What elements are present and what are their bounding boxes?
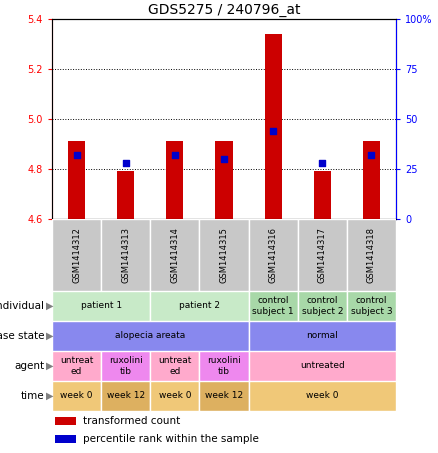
Text: week 0: week 0 [159,391,191,400]
Bar [249,321,396,351]
Bar [150,219,199,291]
Text: week 0: week 0 [306,391,339,400]
Text: ▶: ▶ [46,391,53,401]
Text: time: time [21,391,44,401]
Text: ▶: ▶ [46,331,53,341]
Bar [199,381,249,411]
Point [319,159,326,167]
Bar [265,34,282,219]
Text: percentile rank within the sample: percentile rank within the sample [83,434,259,444]
Bar [249,381,396,411]
Bar [150,351,199,381]
Text: GSM1414312: GSM1414312 [72,227,81,283]
Bar [56,435,76,443]
Bar [199,219,249,291]
Text: untreated: untreated [300,361,345,371]
Text: disease state: disease state [0,331,44,341]
Text: patient 2: patient 2 [179,302,220,310]
Text: ruxolini
tib: ruxolini tib [207,357,241,376]
Text: patient 1: patient 1 [81,302,122,310]
Text: alopecia areata: alopecia areata [115,332,185,341]
Point [220,155,227,163]
Bar [347,219,396,291]
Bar [52,381,101,411]
Bar [68,141,85,219]
Text: individual: individual [0,301,44,311]
Text: GSM1414315: GSM1414315 [219,227,229,283]
Point [368,151,375,159]
Bar [363,141,380,219]
Point [73,151,80,159]
Bar [347,291,396,321]
Text: GSM1414317: GSM1414317 [318,227,327,283]
Bar [249,351,396,381]
Text: control
subject 2: control subject 2 [301,296,343,316]
Bar [199,351,249,381]
Point [122,159,129,167]
Bar [249,219,298,291]
Bar [56,417,76,425]
Bar [101,381,150,411]
Point [270,127,277,135]
Text: GSM1414313: GSM1414313 [121,227,130,283]
Bar [117,172,134,219]
Text: ▶: ▶ [46,361,53,371]
Point [171,151,178,159]
Bar [101,351,150,381]
Text: agent: agent [14,361,44,371]
Text: GSM1414314: GSM1414314 [170,227,179,283]
Bar [298,219,347,291]
Text: week 0: week 0 [60,391,93,400]
Bar [150,381,199,411]
Text: normal: normal [307,332,338,341]
Text: transformed count: transformed count [83,416,180,426]
Text: week 12: week 12 [205,391,243,400]
Bar [314,172,331,219]
Bar [298,291,347,321]
Bar [215,141,233,219]
Text: GSM1414318: GSM1414318 [367,227,376,283]
Text: untreat
ed: untreat ed [60,357,93,376]
Bar [52,321,249,351]
Bar [52,219,101,291]
Text: GSM1414316: GSM1414316 [268,227,278,283]
Text: week 12: week 12 [106,391,145,400]
Bar [166,141,184,219]
Title: GDS5275 / 240796_at: GDS5275 / 240796_at [148,3,300,17]
Bar [52,291,150,321]
Bar [101,219,150,291]
Text: untreat
ed: untreat ed [158,357,191,376]
Text: control
subject 1: control subject 1 [252,296,294,316]
Text: control
subject 3: control subject 3 [350,296,392,316]
Text: ruxolini
tib: ruxolini tib [109,357,143,376]
Bar [52,351,101,381]
Bar [249,291,298,321]
Bar [150,291,249,321]
Text: ▶: ▶ [46,301,53,311]
